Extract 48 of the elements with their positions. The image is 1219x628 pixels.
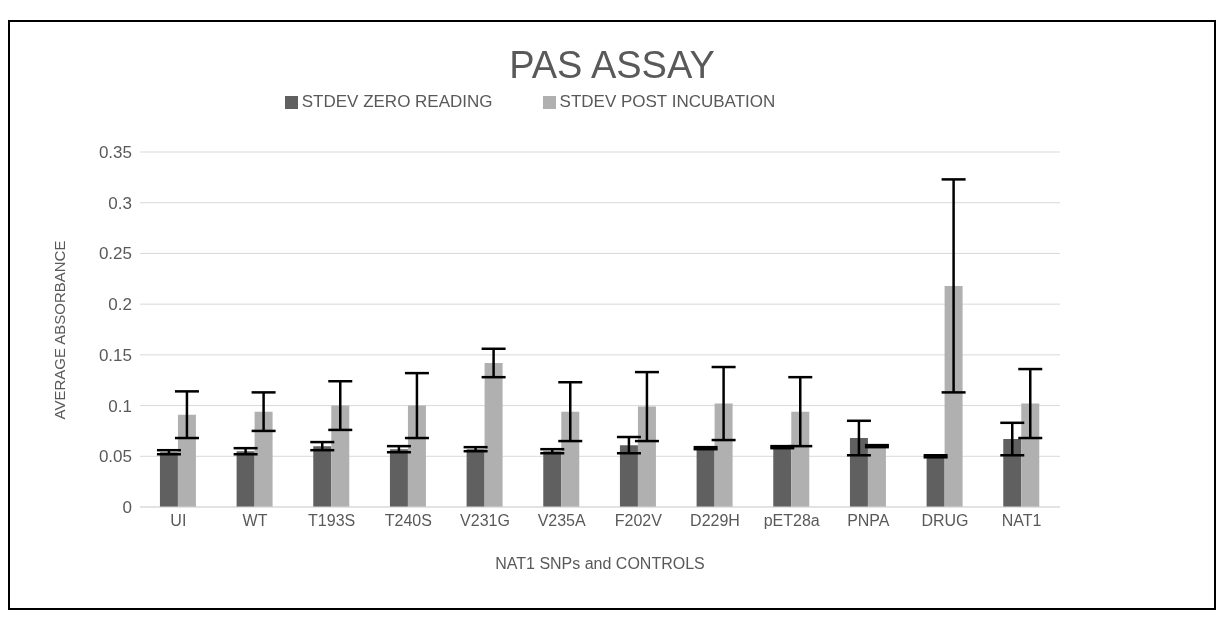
bar	[159, 452, 178, 507]
bar	[484, 362, 503, 507]
bar	[637, 406, 656, 507]
bar	[331, 405, 350, 507]
legend-label: STDEV ZERO READING	[301, 92, 493, 111]
y-tick-label: 0.15	[98, 345, 132, 365]
bar	[407, 405, 426, 507]
bar	[773, 447, 792, 507]
y-tick-label: 0.25	[98, 244, 132, 264]
x-tick-label: V231G	[460, 512, 510, 530]
x-tick-label: WT	[242, 512, 268, 530]
x-tick-label: UI	[170, 512, 187, 530]
chart-title: PAS ASSAY	[508, 44, 716, 87]
y-tick-label: 0.05	[98, 447, 132, 467]
bar	[389, 449, 408, 507]
x-tick-label: NAT1	[1001, 512, 1042, 530]
bar	[254, 411, 273, 507]
x-tick-label: T193S	[308, 512, 356, 530]
x-tick-label: PNPA	[847, 512, 890, 530]
bar	[849, 438, 868, 507]
x-tick-label: DRUG	[921, 512, 969, 530]
x-tick-label: pET28a	[763, 512, 820, 530]
y-tick-label: 0	[122, 498, 132, 518]
bar	[696, 448, 715, 507]
bar	[714, 403, 733, 507]
bar	[561, 411, 580, 507]
bar	[1021, 403, 1040, 507]
bar	[543, 451, 562, 507]
bar	[926, 456, 945, 507]
y-tick-label: 0.2	[108, 295, 132, 315]
y-tick-label: 0.35	[98, 143, 132, 163]
y-tick-label: 0.3	[108, 193, 132, 213]
bar	[236, 451, 255, 507]
x-tick-label: D229H	[690, 512, 740, 530]
x-tick-label: F202V	[614, 512, 663, 530]
bar	[791, 411, 810, 507]
x-tick-label: T240S	[384, 512, 432, 530]
y-tick-label: 0.1	[108, 396, 132, 416]
x-axis-title: NAT1 SNPs and CONTROLS	[495, 555, 705, 572]
x-tick-label: V235A	[537, 512, 587, 530]
bar	[867, 446, 886, 507]
bar	[177, 414, 196, 507]
legend-label: STDEV POST INCUBATION	[559, 92, 776, 111]
y-axis-title: AVERAGE ABSORBANCE	[51, 240, 69, 420]
bar	[1003, 439, 1022, 507]
bar	[466, 449, 485, 507]
bar	[313, 446, 332, 507]
bar	[619, 445, 638, 507]
